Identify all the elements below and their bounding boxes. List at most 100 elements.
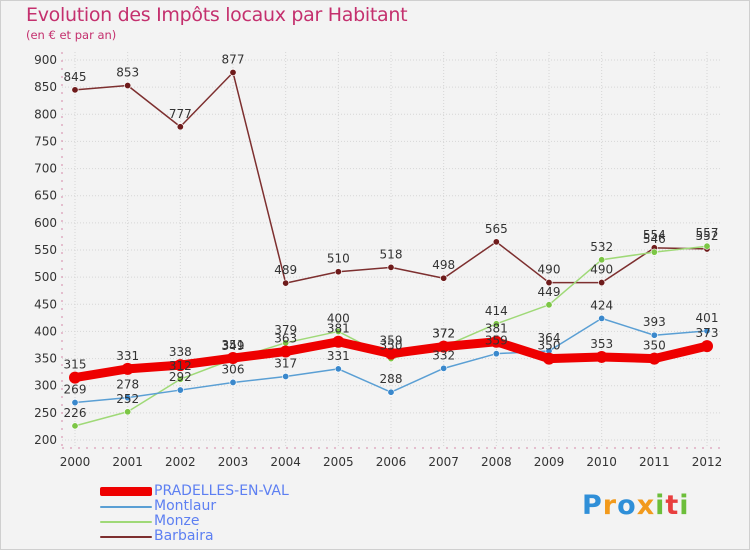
proxiti-logo: Proxiti — [582, 490, 690, 521]
y-tick-label: 650 — [34, 189, 57, 203]
data-point — [492, 350, 500, 358]
data-point — [598, 314, 606, 322]
y-tick-label: 600 — [34, 216, 57, 230]
data-point — [124, 394, 132, 402]
data-label: 288 — [380, 372, 403, 386]
data-point — [282, 372, 290, 380]
data-label: 401 — [696, 311, 719, 325]
logo-letter: i — [679, 490, 690, 521]
logo-letter: o — [617, 490, 637, 521]
x-tick-label: 2006 — [376, 455, 407, 469]
legend-swatch-monze — [100, 520, 152, 523]
y-tick-label: 450 — [34, 297, 57, 311]
data-point — [492, 320, 500, 328]
data-label: 373 — [696, 326, 719, 340]
logo-letter: i — [655, 490, 666, 521]
y-tick-label: 750 — [34, 134, 57, 148]
legend-item-montlaur: Montlaur — [100, 499, 289, 514]
data-label: 414 — [485, 304, 508, 318]
logo-letter: x — [636, 490, 656, 521]
data-label: 252 — [116, 392, 139, 406]
y-tick-label: 550 — [34, 243, 57, 257]
logo-letter: t — [665, 490, 680, 521]
x-tick-label: 2009 — [534, 455, 565, 469]
data-point — [492, 238, 500, 246]
data-point — [71, 422, 79, 430]
data-label: 292 — [169, 370, 192, 384]
data-label: 315 — [64, 358, 87, 372]
y-tick-label: 800 — [34, 107, 57, 121]
data-point — [176, 375, 184, 383]
y-tick-label: 400 — [34, 324, 57, 338]
data-point — [703, 327, 711, 335]
data-point — [227, 352, 239, 365]
logo-letter: P — [582, 490, 603, 521]
data-label: 498 — [432, 258, 455, 272]
data-label: 226 — [64, 406, 87, 420]
data-label: 332 — [432, 348, 455, 362]
data-label: 518 — [380, 247, 403, 261]
data-label: 359 — [485, 334, 508, 348]
x-tick-label: 2008 — [481, 455, 512, 469]
data-point — [440, 364, 448, 372]
data-label: 449 — [538, 285, 561, 299]
data-label: 278 — [116, 378, 139, 392]
data-label: 381 — [327, 322, 350, 336]
data-label: 490 — [590, 263, 613, 277]
data-point — [229, 68, 237, 76]
data-point — [650, 331, 658, 339]
data-point — [176, 386, 184, 394]
data-point — [71, 399, 79, 407]
data-point — [71, 86, 79, 94]
data-label: 350 — [643, 339, 666, 353]
data-point — [279, 345, 292, 358]
data-point — [648, 352, 661, 365]
y-tick-label: 250 — [34, 406, 57, 420]
data-point — [387, 388, 395, 396]
legend-label-pradelles: PRADELLES-EN-VAL — [154, 483, 289, 499]
data-point — [440, 274, 448, 282]
y-tick-label: 700 — [34, 162, 57, 176]
x-tick-label: 2007 — [428, 455, 459, 469]
legend-item-pradelles: PRADELLES-EN-VAL — [100, 484, 289, 499]
data-point — [598, 279, 606, 287]
data-label: 312 — [169, 359, 192, 373]
data-label: 351 — [222, 338, 245, 352]
data-label: 400 — [327, 311, 350, 325]
legend-item-barbaira: Barbaira — [100, 529, 289, 544]
data-label: 372 — [432, 327, 455, 341]
data-point — [334, 365, 342, 373]
data-label: 350 — [380, 339, 403, 353]
data-point — [703, 242, 711, 250]
y-tick-label: 850 — [34, 80, 57, 94]
y-tick-label: 300 — [34, 379, 57, 393]
data-label: 552 — [696, 229, 719, 243]
data-label: 372 — [432, 327, 455, 341]
data-label: 359 — [380, 334, 403, 348]
data-point — [69, 371, 81, 384]
data-point — [282, 279, 290, 287]
data-label: 381 — [485, 322, 508, 336]
data-point — [437, 340, 450, 353]
data-label: 424 — [590, 298, 613, 312]
data-point — [334, 268, 342, 276]
data-point — [229, 378, 237, 386]
data-label: 490 — [538, 263, 561, 277]
data-label: 393 — [643, 315, 666, 329]
data-label: 489 — [274, 263, 297, 277]
data-label: 363 — [274, 332, 297, 346]
legend-label-monze: Monze — [154, 513, 200, 529]
data-label: 331 — [327, 349, 350, 363]
data-label: 777 — [169, 107, 192, 121]
data-point — [545, 279, 553, 287]
x-tick-label: 2001 — [112, 455, 143, 469]
data-point — [543, 352, 555, 365]
x-tick-label: 2002 — [165, 455, 196, 469]
x-tick-label: 2010 — [586, 455, 617, 469]
chart-subtitle: (en € et par an) — [26, 28, 117, 42]
y-tick-label: 200 — [34, 433, 57, 447]
data-point — [387, 263, 395, 271]
data-label: 349 — [222, 339, 245, 353]
